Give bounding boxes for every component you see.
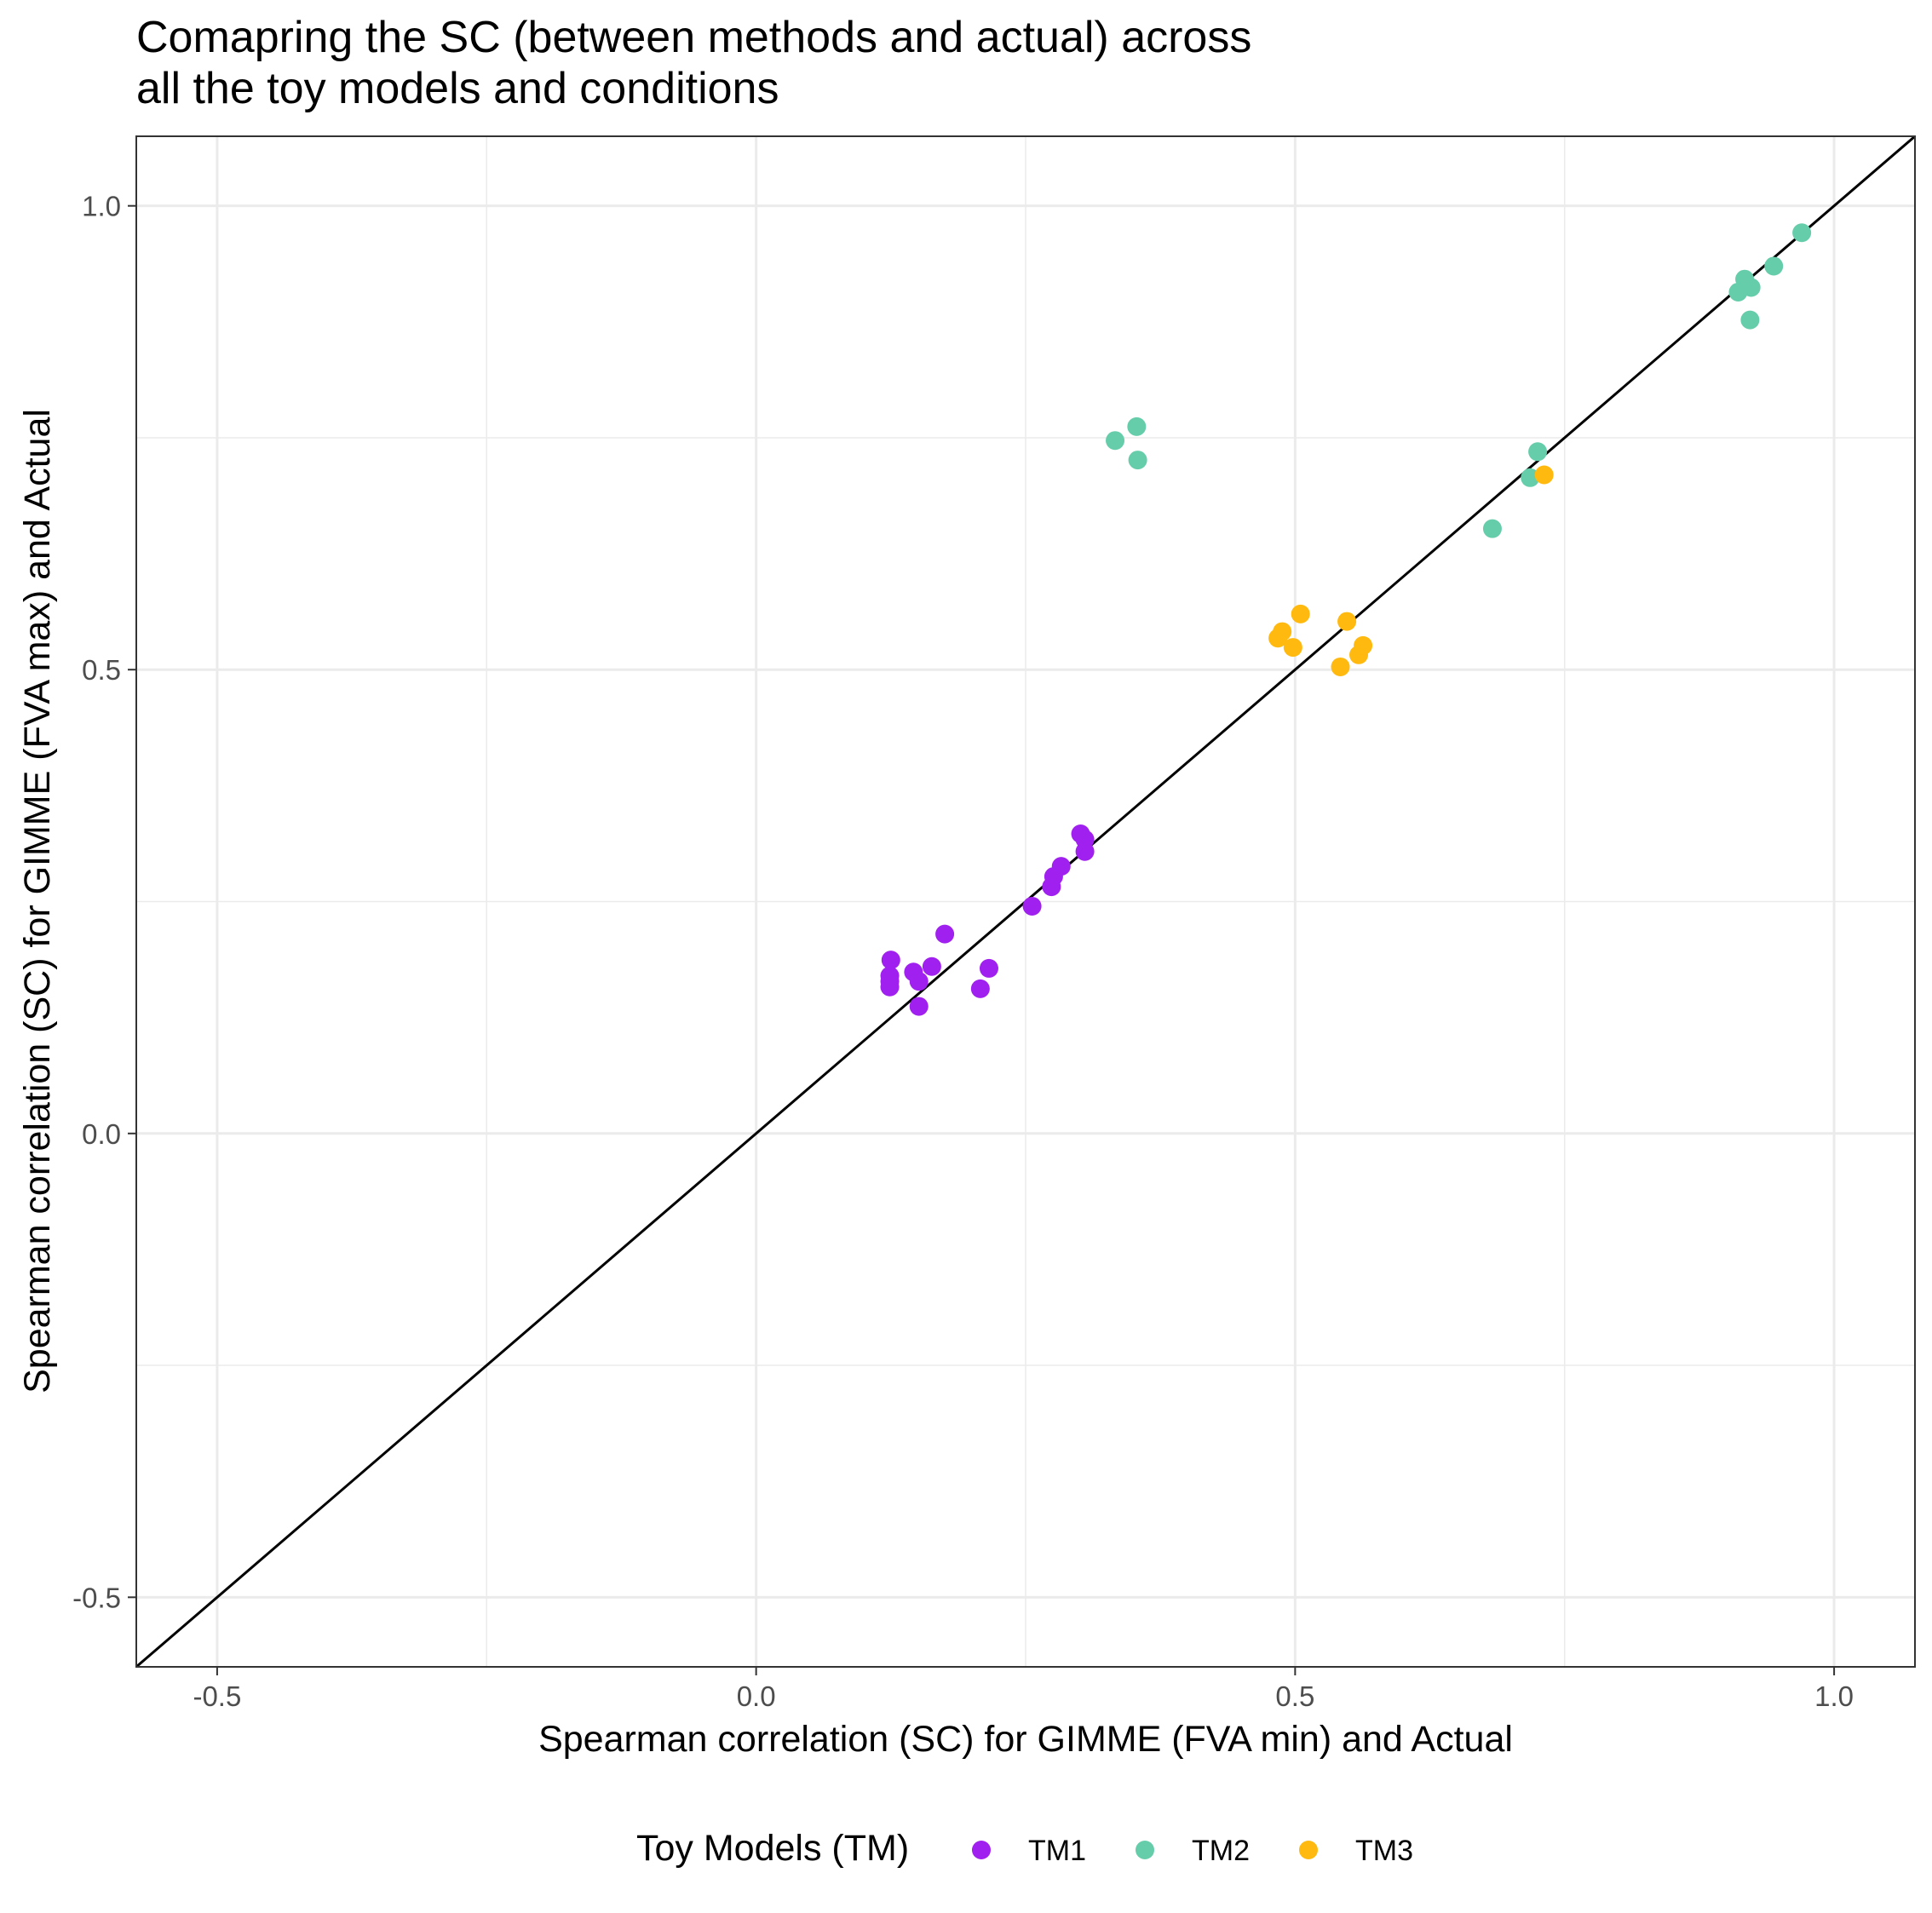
y-tick-label: -0.5 (72, 1582, 121, 1613)
data-point-tm2 (1128, 451, 1147, 470)
data-point-tm3 (1283, 638, 1302, 658)
legend-key-tm2 (1136, 1841, 1154, 1859)
data-points (880, 223, 1812, 1016)
data-point-tm2 (1764, 256, 1784, 276)
legend-key-tm3 (1299, 1841, 1318, 1859)
data-point-tm1 (1051, 857, 1071, 876)
data-point-tm2 (1740, 310, 1760, 330)
data-point-tm1 (1022, 896, 1042, 916)
data-point-tm3 (1331, 657, 1350, 676)
x-axis-title: Spearman correlation (SC) for GIMME (FVA… (538, 1719, 1513, 1760)
data-point-tm2 (1792, 223, 1812, 243)
data-point-tm1 (935, 924, 955, 944)
x-tick-label: 0.0 (737, 1680, 776, 1712)
data-point-tm1 (1075, 842, 1095, 861)
data-point-tm2 (1106, 431, 1125, 451)
data-point-tm2 (1127, 416, 1147, 436)
x-tick-label: -0.5 (193, 1680, 241, 1712)
legend-title: Toy Models (TM) (636, 1828, 909, 1869)
data-point-tm3 (1273, 622, 1292, 641)
legend: Toy Models (TM) TM1 TM2 TM3 (636, 1828, 1413, 1869)
x-axis-ticks: -0.5 0.0 0.5 1.0 (193, 1667, 1854, 1712)
x-tick-label: 1.0 (1814, 1680, 1854, 1712)
data-point-tm3 (1354, 635, 1373, 655)
y-axis-title: Spearman correlation (SC) for GIMME (FVA… (17, 409, 58, 1393)
chart-title-line-1: Comapring the SC (between methods and ac… (136, 13, 1251, 62)
y-tick-label: 0.5 (82, 654, 121, 686)
y-axis-ticks: -0.5 0.0 0.5 1.0 (72, 191, 136, 1613)
legend-label-tm3: TM3 (1355, 1835, 1413, 1867)
plot-panel-border (135, 135, 1916, 1668)
data-point-tm2 (1528, 442, 1548, 462)
data-point-tm2 (1482, 519, 1502, 538)
chart-title-line-2: all the toy models and conditions (136, 64, 779, 113)
y-tick-label: 1.0 (82, 191, 121, 222)
data-point-tm2 (1741, 278, 1761, 297)
data-point-tm1 (979, 958, 998, 978)
data-point-tm3 (1534, 465, 1554, 485)
y-tick-label: 0.0 (82, 1118, 121, 1150)
data-point-tm1 (881, 951, 900, 970)
major-gridlines (136, 136, 1915, 1667)
legend-label-tm1: TM1 (1028, 1835, 1086, 1867)
data-point-tm3 (1337, 612, 1357, 631)
data-point-tm1 (922, 956, 941, 976)
data-point-tm1 (909, 997, 929, 1016)
data-point-tm1 (880, 977, 900, 997)
legend-key-tm1 (972, 1841, 991, 1859)
data-point-tm3 (1291, 604, 1310, 623)
x-tick-label: 0.5 (1275, 1680, 1314, 1712)
data-point-tm1 (909, 972, 929, 991)
data-point-tm1 (970, 979, 990, 998)
legend-label-tm2: TM2 (1192, 1835, 1250, 1867)
data-point-tm2 (1521, 468, 1540, 487)
